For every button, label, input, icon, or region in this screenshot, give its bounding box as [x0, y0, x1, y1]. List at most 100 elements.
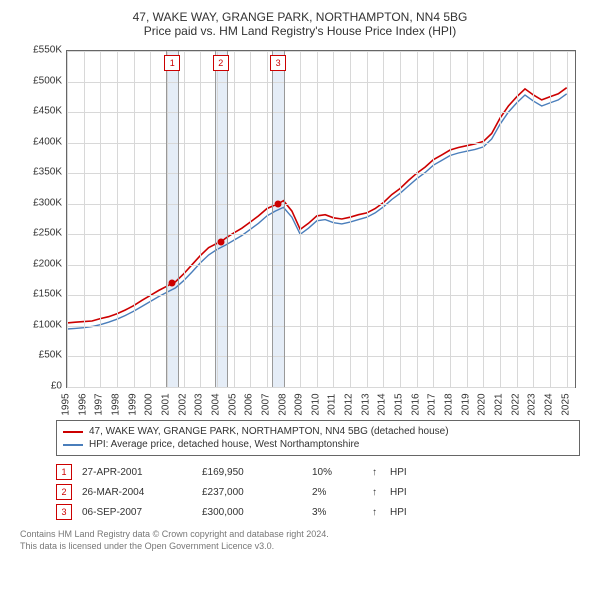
gridline-vertical	[200, 51, 201, 387]
sale-date-band-edge	[284, 51, 285, 387]
x-axis-tick: 2005	[227, 393, 238, 415]
transaction-date: 26-MAR-2004	[82, 487, 202, 498]
gridline-vertical	[417, 51, 418, 387]
gridline-vertical	[267, 51, 268, 387]
gridline-vertical	[450, 51, 451, 387]
x-axis-tick: 2011	[327, 394, 338, 416]
x-axis-tick: 2014	[377, 393, 388, 415]
x-axis-tick: 2007	[260, 393, 271, 415]
gridline-horizontal	[67, 51, 575, 52]
up-arrow-icon: ↑	[372, 487, 390, 498]
transaction-row: 127-APR-2001£169,95010%↑HPI	[56, 462, 580, 482]
y-axis-tick: £450K	[18, 106, 62, 117]
sale-marker-1: 1	[164, 55, 180, 71]
transaction-pct: 10%	[312, 467, 372, 478]
gridline-horizontal	[67, 112, 575, 113]
title-subtitle: Price paid vs. HM Land Registry's House …	[10, 24, 590, 38]
sale-date-band-edge	[227, 51, 228, 387]
transaction-pct: 3%	[312, 507, 372, 518]
x-axis-tick: 2009	[294, 393, 305, 415]
gridline-vertical	[367, 51, 368, 387]
transaction-row: 306-SEP-2007£300,0003%↑HPI	[56, 502, 580, 522]
gridline-vertical	[317, 51, 318, 387]
gridline-vertical	[150, 51, 151, 387]
transaction-pct: 2%	[312, 487, 372, 498]
y-axis-tick: £250K	[18, 228, 62, 239]
legend-label-series2: HPI: Average price, detached house, West…	[89, 439, 359, 450]
gridline-vertical	[234, 51, 235, 387]
legend-row-series1: 47, WAKE WAY, GRANGE PARK, NORTHAMPTON, …	[63, 425, 573, 438]
sale-date-band-edge	[215, 51, 216, 387]
x-axis-tick: 2017	[427, 393, 438, 415]
gridline-vertical	[483, 51, 484, 387]
gridline-horizontal	[67, 82, 575, 83]
legend: 47, WAKE WAY, GRANGE PARK, NORTHAMPTON, …	[56, 420, 580, 456]
line-series-svg	[67, 51, 575, 387]
gridline-horizontal	[67, 387, 575, 388]
footer-line1: Contains HM Land Registry data © Crown c…	[20, 528, 580, 540]
transaction-marker: 1	[56, 464, 72, 480]
legend-row-series2: HPI: Average price, detached house, West…	[63, 438, 573, 451]
x-axis-tick: 2024	[544, 393, 555, 415]
x-axis-tick: 2001	[160, 393, 171, 415]
gridline-vertical	[383, 51, 384, 387]
footer-attribution: Contains HM Land Registry data © Crown c…	[20, 528, 580, 552]
transaction-price: £237,000	[202, 487, 312, 498]
x-axis-tick: 2025	[560, 393, 571, 415]
x-axis-tick: 2010	[310, 393, 321, 415]
gridline-vertical	[300, 51, 301, 387]
chart-title: 47, WAKE WAY, GRANGE PARK, NORTHAMPTON, …	[10, 10, 590, 38]
x-axis-tick: 1997	[94, 393, 105, 415]
gridline-vertical	[533, 51, 534, 387]
y-axis-tick: £550K	[18, 45, 62, 56]
gridline-horizontal	[67, 326, 575, 327]
gridline-horizontal	[67, 356, 575, 357]
x-axis-tick: 2006	[244, 393, 255, 415]
y-axis-tick: £400K	[18, 136, 62, 147]
x-axis-tick: 2012	[344, 393, 355, 415]
gridline-vertical	[184, 51, 185, 387]
gridline-vertical	[100, 51, 101, 387]
footer-line2: This data is licensed under the Open Gov…	[20, 540, 580, 552]
sale-dot	[275, 200, 282, 207]
transaction-price: £169,950	[202, 467, 312, 478]
up-arrow-icon: ↑	[372, 507, 390, 518]
sale-dot	[217, 239, 224, 246]
gridline-vertical	[134, 51, 135, 387]
y-axis-tick: £0	[18, 381, 62, 392]
y-axis-tick: £500K	[18, 75, 62, 86]
sale-date-band-edge	[166, 51, 167, 387]
x-axis-tick: 2018	[444, 393, 455, 415]
sale-dot	[169, 280, 176, 287]
x-axis-tick: 2002	[177, 393, 188, 415]
gridline-vertical	[250, 51, 251, 387]
y-axis-tick: £150K	[18, 289, 62, 300]
gridline-horizontal	[67, 265, 575, 266]
transaction-table: 127-APR-2001£169,95010%↑HPI226-MAR-2004£…	[56, 462, 580, 522]
x-axis-tick: 2020	[477, 393, 488, 415]
x-axis-tick: 2019	[460, 393, 471, 415]
transaction-row: 226-MAR-2004£237,0002%↑HPI	[56, 482, 580, 502]
gridline-horizontal	[67, 143, 575, 144]
x-axis-tick: 2008	[277, 393, 288, 415]
gridline-vertical	[117, 51, 118, 387]
sale-marker-2: 2	[213, 55, 229, 71]
gridline-horizontal	[67, 234, 575, 235]
gridline-vertical	[517, 51, 518, 387]
transaction-suffix: HPI	[390, 507, 407, 518]
gridline-vertical	[550, 51, 551, 387]
x-axis-tick: 2003	[194, 393, 205, 415]
x-axis-tick: 2013	[360, 393, 371, 415]
up-arrow-icon: ↑	[372, 467, 390, 478]
transaction-date: 06-SEP-2007	[82, 507, 202, 518]
gridline-vertical	[217, 51, 218, 387]
transaction-suffix: HPI	[390, 487, 407, 498]
gridline-horizontal	[67, 295, 575, 296]
gridline-vertical	[400, 51, 401, 387]
gridline-vertical	[467, 51, 468, 387]
transaction-suffix: HPI	[390, 467, 407, 478]
sale-date-band-edge	[178, 51, 179, 387]
x-axis-tick: 1998	[110, 393, 121, 415]
y-axis-tick: £300K	[18, 197, 62, 208]
x-axis-tick: 1999	[127, 393, 138, 415]
